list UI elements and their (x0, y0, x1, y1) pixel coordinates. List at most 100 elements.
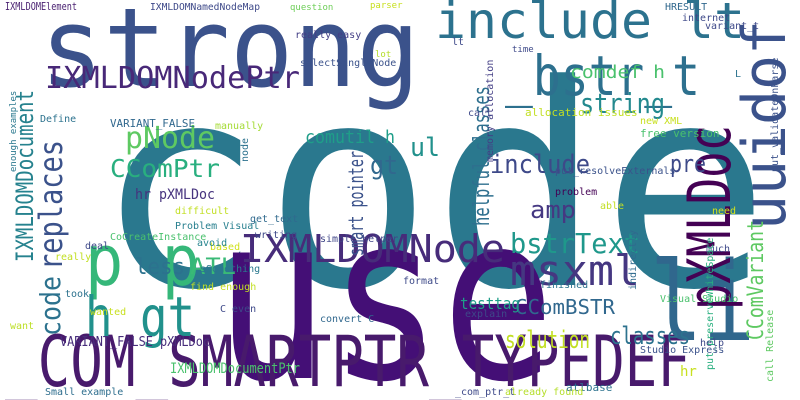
word: lot (375, 50, 391, 60)
word: allocation issues (525, 106, 638, 119)
word: IXMLDOMElement (5, 0, 77, 13)
word: help (700, 338, 724, 349)
word: CComBSTR (515, 295, 616, 319)
word: much (706, 244, 730, 255)
word: parser (370, 1, 403, 11)
word: pNode (125, 121, 215, 156)
word: problem (555, 187, 597, 198)
word: node (240, 138, 251, 162)
word: selectSingleNode (300, 58, 396, 69)
word: VARIANT_FALSE pXMLDoc (60, 335, 210, 350)
word: IXMLDOMNamedNodeMap (150, 2, 260, 13)
word: solution (505, 326, 590, 354)
word: new XML (640, 116, 682, 127)
word: smart pointer (344, 151, 368, 256)
word: difficult (175, 206, 229, 217)
word: sSomething (200, 264, 260, 275)
word: enough examples (9, 91, 19, 172)
word: memory allocation (485, 60, 496, 162)
word: question (290, 3, 333, 13)
word: Problem Visual (175, 221, 259, 232)
word: bstrText (510, 227, 640, 260)
word: ul (410, 133, 440, 163)
word: li (650, 238, 755, 366)
word: put_validateOnParse (770, 58, 781, 172)
word: free version (640, 127, 719, 140)
word: msxml (510, 246, 640, 295)
word: put_preserveWhiteSpace (705, 238, 716, 370)
word: hr pXMLDoc (135, 187, 215, 203)
word: comutil h (305, 127, 395, 148)
word: want (10, 321, 34, 332)
word: strong (40, 0, 420, 112)
word: deal (85, 241, 109, 252)
word: _com_ptr_t (455, 387, 515, 398)
word: Visual Studio (660, 294, 738, 305)
word: IXMLDOMNodePtr (45, 61, 300, 96)
word: Studio Express (640, 345, 724, 356)
word: Define (40, 114, 76, 125)
word: pXMLDoc (675, 125, 745, 310)
word: format (403, 276, 439, 287)
word: pre (670, 150, 706, 178)
word: helpful classes (470, 86, 495, 226)
word: gt (370, 151, 398, 181)
word: really easy (295, 30, 361, 41)
word: find enough (190, 282, 256, 293)
word: comdef h (570, 62, 665, 83)
word: need (712, 206, 736, 217)
word: atlbase (566, 381, 612, 394)
word: use (215, 166, 555, 400)
word: Small example (45, 387, 123, 398)
word: lt (452, 37, 464, 48)
word: L (735, 69, 741, 80)
word: amp (530, 196, 576, 224)
word: VARIANT_FALSE (110, 117, 195, 130)
word: code (34, 276, 67, 336)
word: based (210, 242, 240, 253)
word: testtag (460, 294, 520, 313)
word: already found (505, 387, 583, 398)
word: writing (255, 230, 297, 241)
word: manually (215, 121, 263, 132)
word: call (468, 108, 492, 119)
word: took (65, 289, 89, 300)
word: IXMLDOMDocument (11, 90, 39, 262)
word: able (600, 201, 624, 212)
word: call Release (765, 310, 776, 382)
word: replaces (32, 140, 70, 270)
word: uuidof (730, 20, 800, 230)
word: include (490, 150, 590, 180)
word: classes (610, 322, 690, 350)
word: include lt (435, 0, 745, 50)
word: _COM_SMARTPTR_TYPEDEF (5, 321, 690, 400)
word: p p (85, 220, 200, 302)
word: IXMLDOMDocumentPtr (170, 361, 300, 377)
word: CComVariant (744, 220, 769, 340)
word: put_resolveExternals (555, 166, 675, 177)
word: get_text (250, 214, 298, 225)
word: really (55, 252, 91, 263)
word: internet (682, 13, 730, 24)
word: code (95, 26, 770, 352)
word: ATL (190, 255, 236, 280)
word: CComPtr (110, 154, 220, 183)
word: h gt (85, 285, 195, 349)
word: string (580, 87, 665, 120)
word: wanted (90, 307, 126, 318)
word: hr (680, 364, 697, 380)
word: explain (465, 309, 507, 320)
word: IXMLDOMNode (240, 227, 505, 271)
word: indirectly (628, 230, 639, 290)
word: C even (220, 304, 256, 315)
word: _bstr_t (505, 44, 700, 108)
word: variant_t (705, 21, 759, 32)
word: avoid (197, 238, 227, 249)
word: simple helper (320, 234, 398, 245)
word: HRESULT (665, 2, 707, 13)
word: convert C (320, 314, 374, 325)
word: less (135, 255, 185, 280)
word: finished (540, 280, 588, 291)
